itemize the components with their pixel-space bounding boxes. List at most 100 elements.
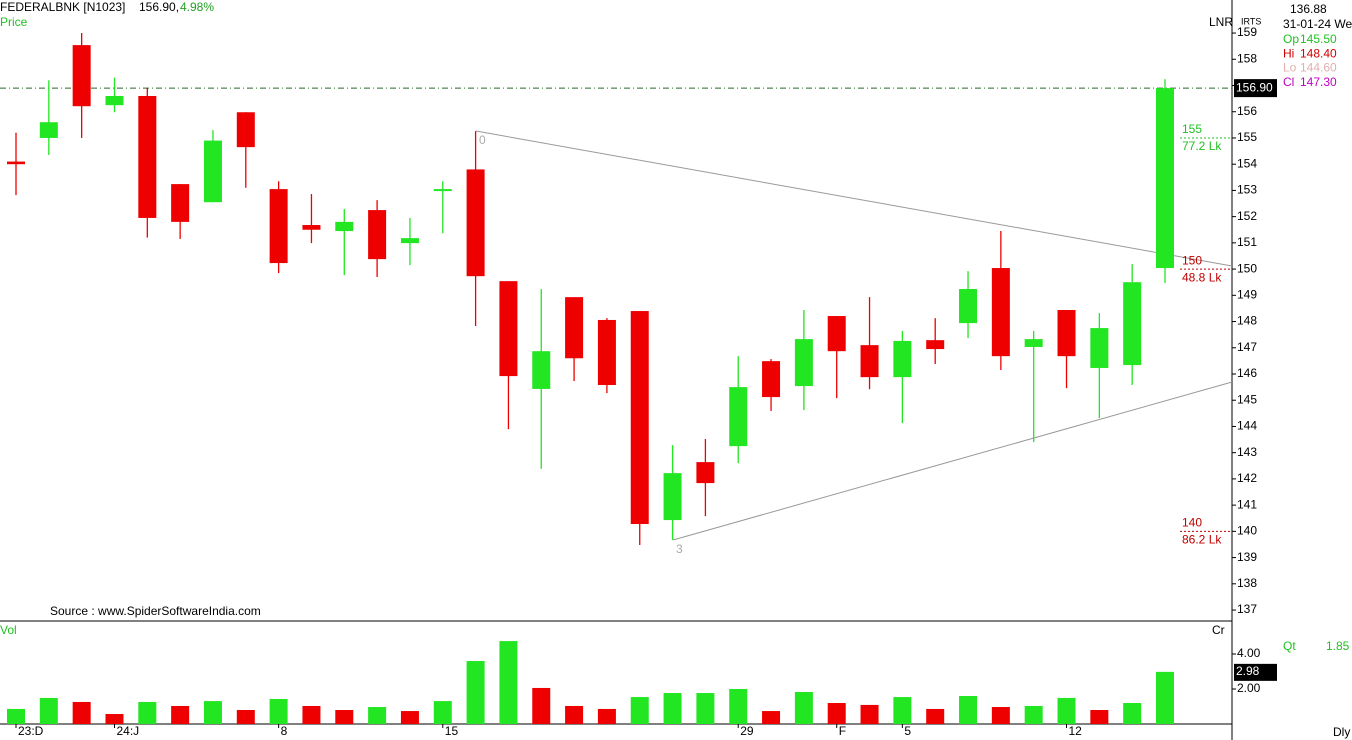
volume-bar	[696, 693, 715, 724]
volume-bar	[729, 689, 748, 724]
change: 4.98%	[180, 0, 214, 14]
candle-body	[926, 340, 945, 350]
y-tick-label: 153	[1237, 183, 1257, 197]
volume-bar	[335, 710, 354, 724]
candle-body	[532, 351, 551, 389]
volume-bar	[1024, 705, 1043, 724]
last-price-box	[1234, 79, 1277, 98]
volume-bar	[893, 697, 912, 724]
volume-bar	[663, 693, 682, 724]
volume-bar	[269, 698, 288, 724]
y-tick-label: 142	[1237, 471, 1257, 485]
info-value: 148.40	[1300, 46, 1337, 60]
volume-bar	[138, 701, 157, 724]
volume-bar	[105, 714, 124, 724]
y-tick-label: 146	[1237, 366, 1257, 380]
volume-bar	[433, 701, 452, 724]
candle-body	[269, 189, 288, 264]
volume-bar	[926, 708, 945, 724]
y-tick-label: 138	[1237, 576, 1257, 590]
candle-body	[762, 361, 781, 398]
candle-body	[827, 316, 846, 352]
volume-bar	[630, 697, 649, 724]
irts: IRTS	[1241, 16, 1261, 26]
candle-body	[696, 462, 715, 484]
y-tick-label: 2.00	[1237, 681, 1261, 695]
info-label: Cl	[1283, 75, 1294, 89]
volume-bar	[499, 641, 518, 724]
candle-body	[565, 297, 584, 359]
candle-body	[302, 225, 321, 230]
level-label: 155	[1182, 122, 1202, 136]
symbol: FEDERALBNK [N1023]	[0, 0, 125, 14]
info-label: Lo	[1283, 61, 1297, 75]
qt-value: 1.85	[1326, 639, 1350, 653]
candle-body	[959, 289, 978, 324]
last-volume-label: 2.98	[1236, 664, 1260, 678]
last-price: 156.90,	[139, 0, 179, 14]
y-tick-label: 150	[1237, 261, 1257, 275]
candle-body	[597, 319, 616, 386]
y-tick-label: 156	[1237, 104, 1257, 118]
candle-body	[1024, 339, 1043, 347]
candle-body	[663, 473, 682, 521]
volume-bar	[1156, 671, 1174, 724]
candle-body	[138, 95, 157, 218]
candle-body	[433, 189, 452, 192]
info-value: 145.50	[1300, 32, 1337, 46]
volume-bar	[1057, 697, 1076, 724]
info-date: 31-01-24 We	[1283, 17, 1352, 31]
y-tick-label: 140	[1237, 524, 1257, 538]
volume-bar	[827, 703, 846, 724]
level-volume: 48.8 Lk	[1182, 270, 1222, 284]
candle-body	[72, 45, 91, 107]
x-tick-label: 15	[445, 724, 459, 738]
x-tick-label: 29	[740, 724, 754, 738]
y-tick-label: 152	[1237, 209, 1257, 223]
candle-body	[729, 387, 748, 447]
y-tick-label: 149	[1237, 287, 1257, 301]
level-volume: 77.2 Lk	[1182, 139, 1222, 153]
candle-body	[236, 112, 255, 148]
volume-bar	[203, 701, 222, 724]
candle-body	[7, 161, 25, 165]
candle-body	[860, 345, 879, 378]
candle-body	[893, 340, 912, 378]
candle-body	[630, 311, 649, 525]
qt-label: Qt	[1283, 639, 1296, 653]
last-price-label: 156.90	[1236, 80, 1273, 94]
x-tick-label: 5	[904, 724, 911, 738]
x-tick-label: 8	[281, 724, 288, 738]
trendline-label: 0	[479, 133, 486, 147]
x-tick-label: 24:J	[116, 724, 139, 738]
info-value: 144.60	[1300, 61, 1337, 75]
volume-bar	[302, 705, 321, 724]
info-top: 136.88	[1290, 2, 1327, 16]
volume-bar	[1090, 710, 1109, 724]
y-tick-label: 145	[1237, 392, 1257, 406]
volume-bar	[532, 687, 551, 724]
candle-body	[1123, 282, 1142, 366]
volume-bar	[72, 701, 91, 724]
lnr: LNR	[1209, 15, 1233, 29]
y-tick-label: 158	[1237, 51, 1257, 65]
last-volume-box	[1234, 663, 1277, 681]
volume-bar	[565, 705, 584, 724]
candle-body	[1090, 328, 1109, 368]
candle-body	[203, 140, 222, 203]
volume-bar	[7, 708, 25, 724]
y-tick-label: 4.00	[1237, 646, 1261, 660]
y-tick-label: 147	[1237, 340, 1257, 354]
y-tick-label: 148	[1237, 314, 1257, 328]
y-tick-label: 151	[1237, 235, 1257, 249]
info-value: 147.30	[1300, 75, 1337, 89]
y-tick-label: 143	[1237, 445, 1257, 459]
y-tick-label: 144	[1237, 419, 1257, 433]
candle-body	[1057, 310, 1076, 357]
volume-bar	[368, 707, 387, 724]
candle-body	[39, 122, 58, 138]
volume-label: Vol	[0, 623, 17, 637]
level-volume: 86.2 Lk	[1182, 533, 1222, 547]
y-tick-label: 154	[1237, 156, 1257, 170]
volume-bar	[959, 696, 978, 724]
